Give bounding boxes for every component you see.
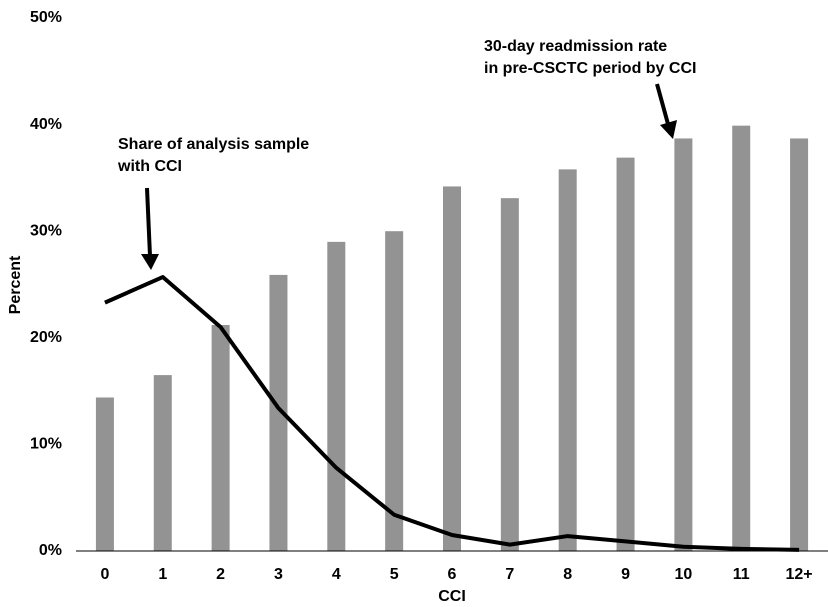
x-axis-label: CCI bbox=[438, 588, 466, 605]
bar bbox=[443, 186, 461, 552]
x-tick-label: 4 bbox=[332, 566, 341, 583]
line bbox=[104, 275, 800, 552]
bar bbox=[95, 397, 114, 551]
arrow bbox=[655, 83, 677, 139]
bar bbox=[385, 231, 404, 551]
x-tick-label: 12+ bbox=[786, 566, 813, 583]
x-tick-label: 11 bbox=[733, 566, 750, 583]
y-tick-label: 20% bbox=[30, 329, 62, 346]
x-tick-label: 0 bbox=[100, 566, 109, 583]
x-tick-label: 2 bbox=[216, 566, 225, 583]
y-tick-label: 30% bbox=[30, 222, 62, 239]
bar bbox=[674, 138, 693, 551]
bar bbox=[790, 138, 809, 551]
bar bbox=[558, 169, 577, 551]
bar bbox=[153, 375, 172, 551]
y-tick-label: 50% bbox=[30, 9, 62, 26]
annotation: in pre-CSCTC period by CCI bbox=[484, 60, 696, 77]
x-tick-label: 1 bbox=[158, 566, 167, 583]
bar bbox=[732, 125, 751, 551]
bar bbox=[616, 157, 635, 551]
annotation: 30-day readmission rate bbox=[484, 38, 667, 55]
x-tick-label: 8 bbox=[563, 566, 572, 583]
bar bbox=[500, 198, 519, 552]
x-tick-label: 9 bbox=[621, 566, 630, 583]
y-tick-label: 0% bbox=[39, 542, 62, 559]
arrow bbox=[141, 187, 159, 270]
y-tick-label: 40% bbox=[30, 116, 62, 133]
y-axis-label: Percent bbox=[7, 255, 24, 314]
x-tick-label: 5 bbox=[390, 566, 399, 583]
y-tick-label: 10% bbox=[30, 436, 62, 453]
bar bbox=[327, 241, 346, 552]
x-tick-label: 7 bbox=[505, 566, 514, 583]
annotation: Share of analysis sample bbox=[118, 136, 309, 153]
x-tick-label: 3 bbox=[274, 566, 283, 583]
x-tick-label: 6 bbox=[448, 566, 457, 583]
bar bbox=[211, 325, 230, 551]
annotation: with CCI bbox=[117, 158, 182, 175]
bar bbox=[269, 274, 288, 551]
x-tick-label: 10 bbox=[674, 566, 692, 583]
